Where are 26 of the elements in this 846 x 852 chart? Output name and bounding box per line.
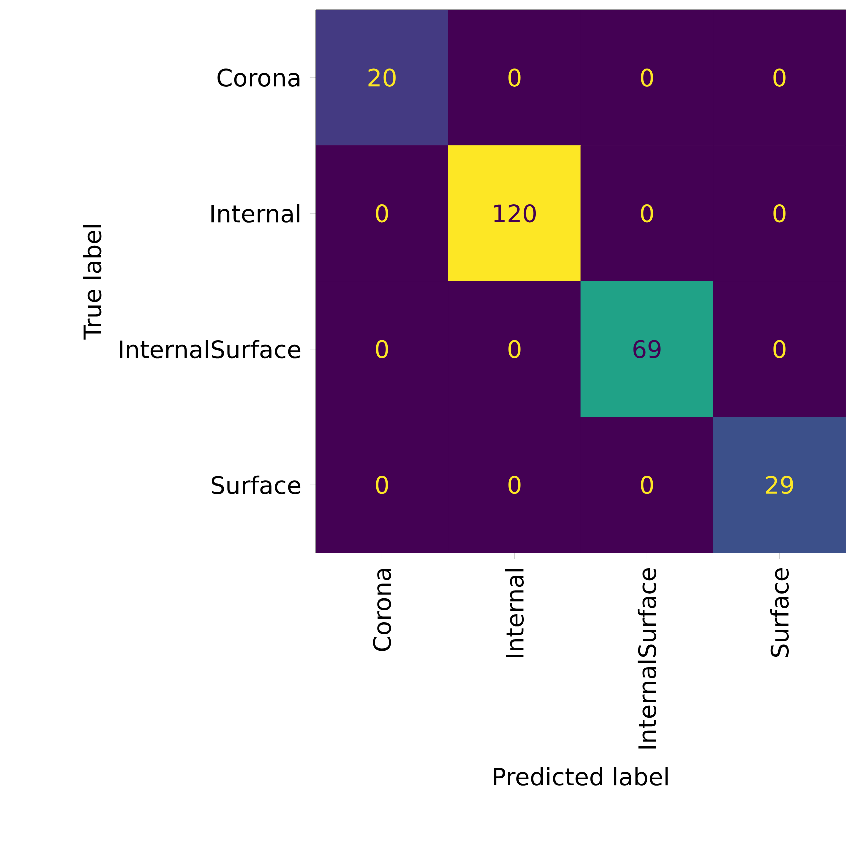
y-tick-label: Corona bbox=[218, 68, 300, 87]
data-label: 0 bbox=[376, 204, 388, 223]
data-label: 120 bbox=[494, 204, 536, 223]
y-axis-title: True label bbox=[83, 225, 102, 340]
x-tick-label: Internal bbox=[505, 569, 524, 658]
y-tick-label: Internal bbox=[212, 204, 300, 223]
data-label: 0 bbox=[641, 204, 654, 223]
x-tick-label: Corona bbox=[373, 569, 392, 652]
data-label: 0 bbox=[774, 204, 786, 223]
data-label: 29 bbox=[766, 476, 794, 494]
data-label: 69 bbox=[634, 340, 661, 358]
data-label: 0 bbox=[508, 340, 521, 358]
data-label: 20 bbox=[368, 68, 396, 87]
x-tick-label: InternalSurface bbox=[638, 568, 657, 749]
data-label: 0 bbox=[508, 68, 521, 87]
data-label: 0 bbox=[774, 68, 786, 87]
data-label: 0 bbox=[376, 476, 388, 494]
y-tick-label: Surface bbox=[212, 476, 301, 494]
data-label: 0 bbox=[376, 340, 388, 358]
x-tick-label: Surface bbox=[770, 568, 790, 658]
data-label: 0 bbox=[508, 476, 521, 494]
y-tick-label: InternalSurface bbox=[120, 340, 301, 359]
data-label: 0 bbox=[641, 476, 654, 494]
data-label: 0 bbox=[774, 340, 786, 358]
x-axis-title: Predicted label bbox=[494, 767, 668, 786]
data-label: 0 bbox=[641, 68, 654, 87]
